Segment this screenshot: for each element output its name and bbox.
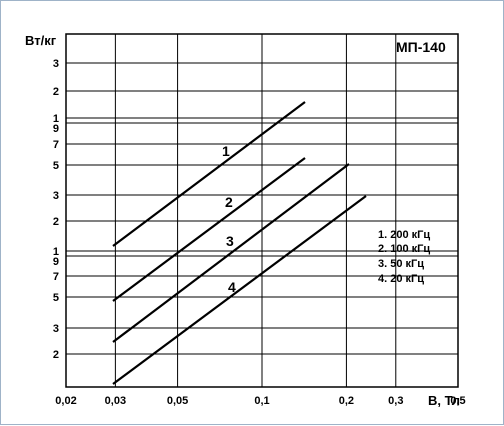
series-line-2	[112, 157, 306, 302]
series-layer	[112, 101, 367, 385]
x-tick-label: 0,05	[167, 395, 188, 407]
y-tick-label: 1	[53, 246, 59, 258]
y-tick-label: 9	[53, 123, 59, 135]
x-tick-label: 0,1	[254, 395, 269, 407]
y-tick-label: 5	[53, 160, 59, 172]
labels-layer: 0,02 0,03 0,05 0,1 0,2 0,3 0,53219753219753212…	[53, 58, 466, 407]
legend-item-1: 1. 200 кГц	[378, 229, 430, 241]
y-tick-label: 3	[53, 323, 59, 335]
y-tick-label: 2	[53, 349, 59, 361]
series-label-2: 2	[225, 194, 233, 210]
series-line-4	[112, 195, 367, 385]
x-tick-label: 0,5	[450, 395, 465, 407]
chart-title: МП-140	[396, 39, 446, 55]
grid-layer	[65, 33, 459, 388]
series-label-1: 1	[222, 143, 230, 159]
series-line-1	[112, 101, 306, 247]
x-tick-label: 0,02	[55, 395, 76, 407]
x-tick-label: 0,03	[105, 395, 126, 407]
y-axis-title: Вт/кг	[25, 33, 57, 48]
y-tick-label: 5	[53, 292, 59, 304]
x-tick-label: 0,3	[388, 395, 403, 407]
y-tick-label: 7	[53, 139, 59, 151]
y-tick-label: 7	[53, 271, 59, 283]
y-tick-label: 9	[53, 256, 59, 268]
legend-item-3: 3. 50 кГц	[378, 258, 424, 270]
legend: 1. 200 кГц 2. 100 кГц 3. 50 кГц 4. 20 кГ…	[378, 229, 430, 285]
series-label-4: 4	[228, 279, 236, 295]
legend-item-4: 4. 20 кГц	[378, 273, 424, 285]
y-tick-label: 2	[53, 86, 59, 98]
legend-item-2: 2. 100 кГц	[378, 243, 430, 255]
series-label-3: 3	[226, 233, 234, 249]
x-axis-title: В, Тл	[428, 393, 460, 408]
series-line-3	[112, 163, 350, 343]
y-tick-label: 3	[53, 58, 59, 70]
y-tick-label: 2	[53, 216, 59, 228]
y-tick-label: 3	[53, 190, 59, 202]
x-tick-label: 0,2	[339, 395, 354, 407]
y-tick-label: 1	[53, 113, 59, 125]
